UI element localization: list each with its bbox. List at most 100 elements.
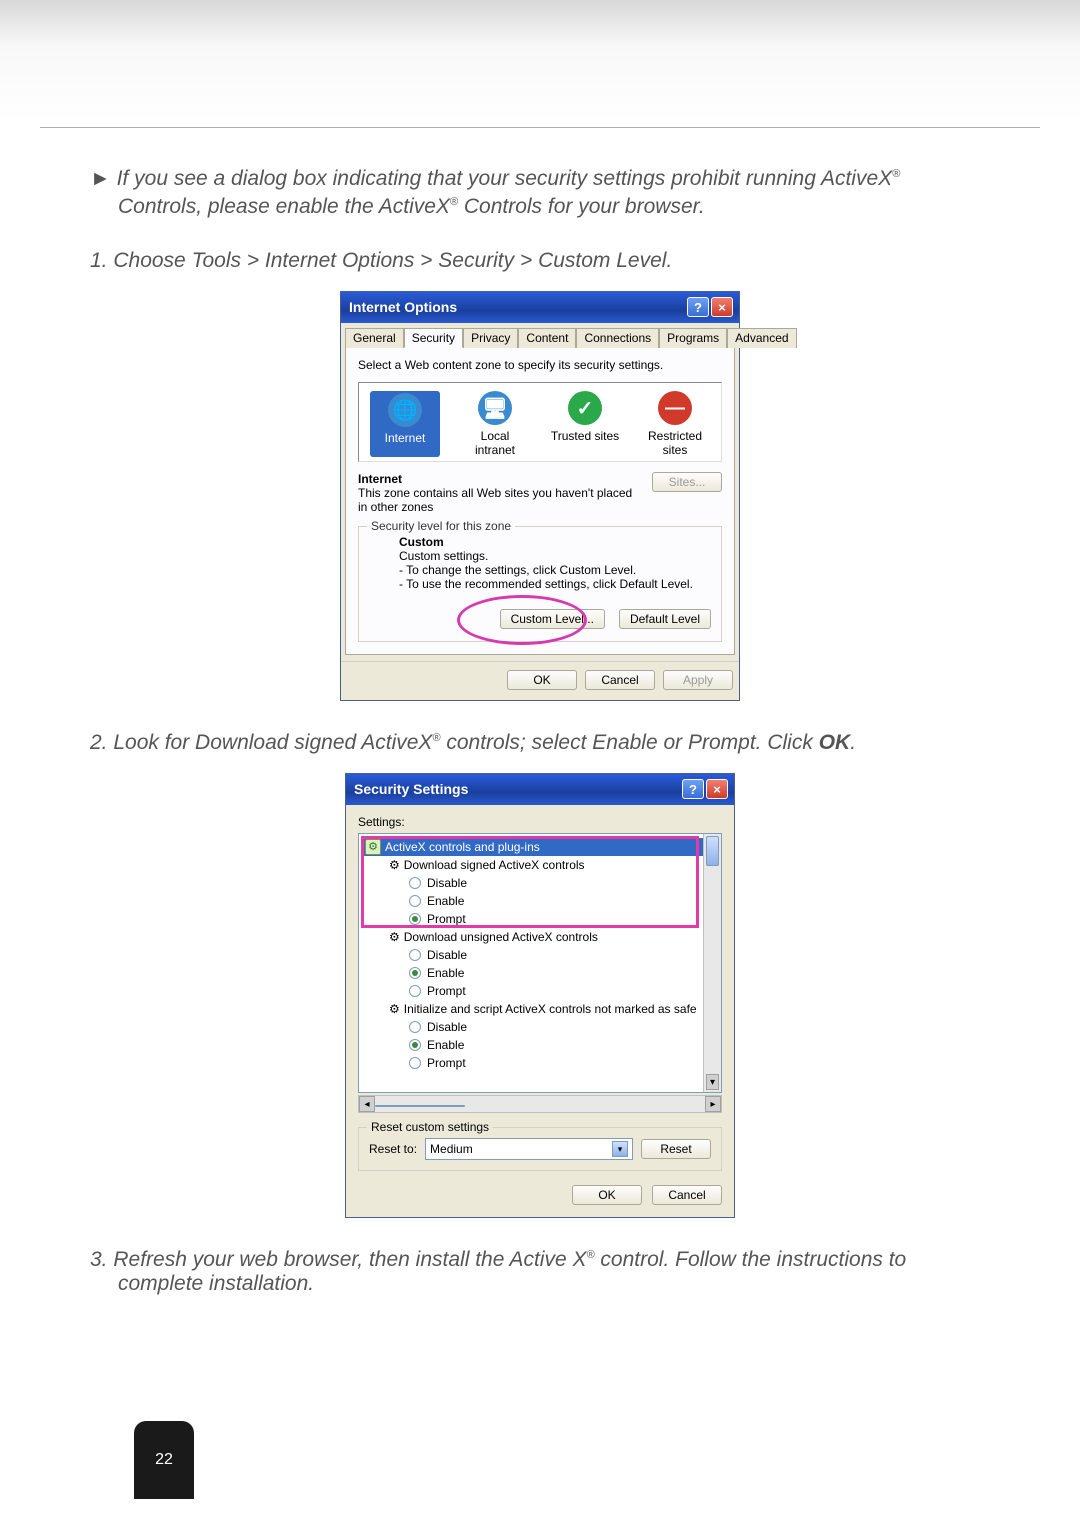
restricted-icon: —	[658, 391, 692, 425]
reset-select[interactable]: Medium ▾	[425, 1138, 633, 1160]
reg-1: ®	[892, 168, 900, 180]
zone-internet[interactable]: 🌐 Internet	[370, 391, 440, 457]
apply-button[interactable]: Apply	[663, 670, 733, 690]
arrow-glyph: ►	[90, 167, 111, 190]
step2-b: controls; select Enable or Prompt. Click	[441, 731, 819, 754]
page-number-tab: 22	[134, 1421, 194, 1499]
custom-title: Custom	[399, 535, 711, 549]
security-settings-dialog: Security Settings ? × Settings: ⚙ Active…	[345, 773, 735, 1218]
cancel-button-1[interactable]: Cancel	[585, 670, 655, 690]
opt-3-disable[interactable]: Disable	[363, 1018, 721, 1036]
custom-l1: - To change the settings, click Custom L…	[399, 563, 711, 577]
hscroll-left-icon[interactable]: ◂	[359, 1096, 375, 1112]
dialog1-titlebar: Internet Options ? ×	[341, 292, 739, 323]
zone-local-label: Local intranet	[460, 429, 530, 457]
tab-privacy[interactable]: Privacy	[463, 328, 518, 348]
item2-label: Download unsigned ActiveX controls	[404, 928, 598, 946]
opt-3-prompt[interactable]: Prompt	[363, 1054, 721, 1072]
zone-info-title: Internet	[358, 472, 642, 486]
dialog1-bottom: OK Cancel Apply	[341, 661, 739, 700]
intro-paragraph: ► If you see a dialog box indicating tha…	[90, 165, 990, 193]
hscroll-right-icon[interactable]: ▸	[705, 1096, 721, 1112]
chevron-down-icon: ▾	[612, 1141, 628, 1157]
item-init-script: ⚙ Initialize and script ActiveX controls…	[363, 1000, 721, 1018]
opt-1-enable[interactable]: Enable	[363, 892, 721, 910]
custom-level-button[interactable]: Custom Level...	[500, 609, 605, 629]
level-buttons: Custom Level... Default Level	[369, 609, 711, 629]
globe-icon: 🌐	[388, 393, 422, 427]
vscroll-down-icon[interactable]: ▾	[706, 1074, 719, 1090]
custom-l2: - To use the recommended settings, click…	[399, 577, 711, 591]
step3-b: control. Follow the instructions to	[595, 1248, 907, 1271]
step-3-line2: complete installation.	[118, 1272, 990, 1296]
zone-trusted[interactable]: ✓ Trusted sites	[550, 391, 620, 457]
vscrollbar[interactable]: ▾	[703, 834, 721, 1092]
group-activex[interactable]: ⚙ ActiveX controls and plug-ins	[363, 838, 721, 856]
item-download-unsigned: ⚙ Download unsigned ActiveX controls	[363, 928, 721, 946]
tab-security[interactable]: Security	[404, 328, 463, 348]
zone-trusted-label: Trusted sites	[550, 429, 620, 443]
intro-text-1: If you see a dialog box indicating that …	[117, 167, 893, 190]
zone-local-intranet[interactable]: 🖥 Local intranet	[460, 391, 530, 457]
zone-info-text: This zone contains all Web sites you hav…	[358, 486, 642, 514]
zone-restricted[interactable]: — Restricted sites	[640, 391, 710, 457]
dialog2-bottom: OK Cancel	[358, 1185, 722, 1205]
security-legend: Security level for this zone	[367, 519, 515, 533]
default-level-button[interactable]: Default Level	[619, 609, 711, 629]
sites-button[interactable]: Sites...	[652, 472, 722, 492]
ok-button-1[interactable]: OK	[507, 670, 577, 690]
cancel-button-2[interactable]: Cancel	[652, 1185, 722, 1205]
step2-a: 2. Look for Download signed ActiveX	[90, 731, 432, 754]
zones-list: 🌐 Internet 🖥 Local intranet ✓ Trusted si…	[358, 382, 722, 462]
intro-text-2: Controls, please enable the ActiveX	[118, 195, 450, 218]
reset-button[interactable]: Reset	[641, 1139, 711, 1159]
zone-restricted-label: Restricted sites	[640, 429, 710, 457]
intranet-icon: 🖥	[478, 391, 512, 425]
step-3: 3. Refresh your web browser, then instal…	[90, 1248, 990, 1272]
page-content: ► If you see a dialog box indicating tha…	[90, 95, 990, 1296]
hscroll-thumb[interactable]	[375, 1105, 465, 1107]
intro-text-2-wrap: Controls, please enable the ActiveX® Con…	[118, 195, 990, 219]
dialog1-body: Select a Web content zone to specify its…	[345, 347, 735, 655]
ok-button-2[interactable]: OK	[572, 1185, 642, 1205]
opt-2-disable[interactable]: Disable	[363, 946, 721, 964]
step2-d: .	[850, 731, 856, 754]
page-number: 22	[155, 1451, 173, 1469]
reg-3: ®	[432, 732, 440, 744]
custom-sub: Custom settings.	[399, 549, 711, 563]
vscroll-thumb[interactable]	[706, 836, 719, 866]
reset-legend: Reset custom settings	[367, 1120, 493, 1134]
close-icon-2[interactable]: ×	[706, 779, 728, 799]
reset-fieldset: Reset custom settings Reset to: Medium ▾…	[358, 1127, 722, 1171]
tab-programs[interactable]: Programs	[659, 328, 727, 348]
dialog1-title: Internet Options	[349, 299, 457, 315]
step-1: 1. Choose Tools > Internet Options > Sec…	[90, 249, 990, 273]
opt-2-enable[interactable]: Enable	[363, 964, 721, 982]
help-icon-2[interactable]: ?	[682, 779, 704, 799]
opt-2-prompt[interactable]: Prompt	[363, 982, 721, 1000]
tab-general[interactable]: General	[345, 328, 404, 348]
close-icon[interactable]: ×	[711, 297, 733, 317]
gear-icon-4: ⚙	[389, 1000, 400, 1018]
reset-value: Medium	[430, 1142, 473, 1156]
reset-to-label: Reset to:	[369, 1142, 417, 1156]
reg-4: ®	[586, 1249, 594, 1261]
zone-desc: Select a Web content zone to specify its…	[358, 358, 722, 372]
item-download-signed: ⚙ Download signed ActiveX controls	[363, 856, 721, 874]
dialog1-tabs: General Security Privacy Content Connect…	[341, 323, 739, 347]
help-icon[interactable]: ?	[687, 297, 709, 317]
item1-label: Download signed ActiveX controls	[404, 856, 585, 874]
settings-label: Settings:	[358, 815, 722, 829]
opt-3-enable[interactable]: Enable	[363, 1036, 721, 1054]
tab-content[interactable]: Content	[518, 328, 576, 348]
internet-options-dialog: Internet Options ? × General Security Pr…	[340, 291, 740, 701]
reg-2: ®	[450, 196, 458, 208]
security-level-fieldset: Security level for this zone Custom Cust…	[358, 526, 722, 642]
hscrollbar[interactable]: ◂ ▸	[358, 1095, 722, 1113]
tab-connections[interactable]: Connections	[576, 328, 659, 348]
opt-1-disable[interactable]: Disable	[363, 874, 721, 892]
opt-1-prompt[interactable]: Prompt	[363, 910, 721, 928]
tab-advanced[interactable]: Advanced	[727, 328, 796, 348]
zone-info: Internet This zone contains all Web site…	[358, 472, 722, 514]
gear-icon-3: ⚙	[389, 928, 400, 946]
